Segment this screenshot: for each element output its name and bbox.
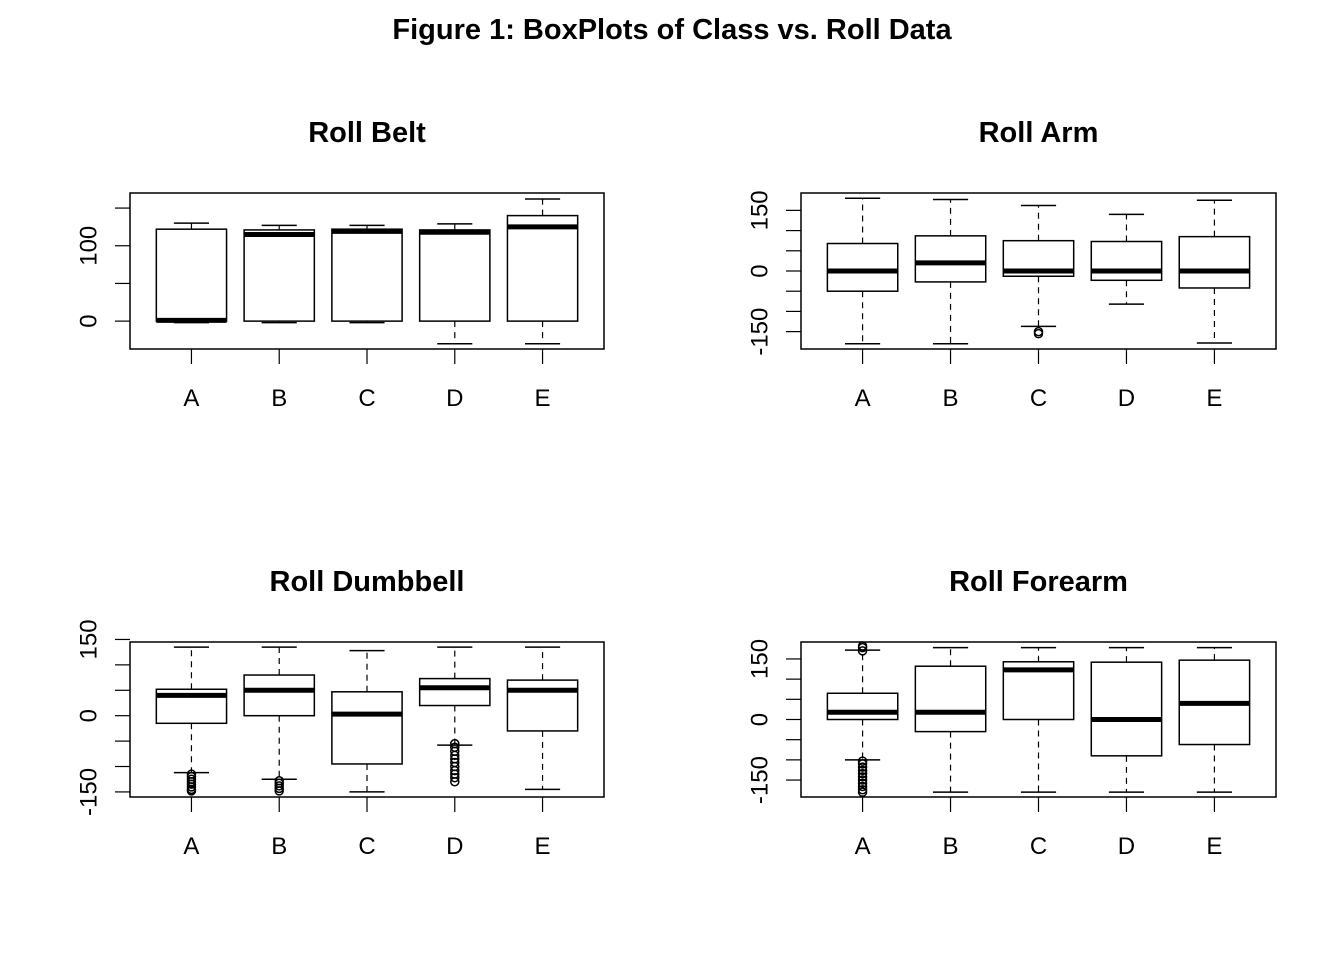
outlier-point xyxy=(186,786,197,796)
outlier-point xyxy=(857,781,868,792)
x-tick-label: B xyxy=(943,385,959,412)
x-tick-label: A xyxy=(183,833,199,860)
box xyxy=(418,677,491,707)
box xyxy=(826,692,899,721)
boxplot-panel: Roll Dumbbell -150 0 150 A B C D E xyxy=(75,566,605,860)
outlier-point xyxy=(1033,328,1044,339)
x-tick-label: C xyxy=(1030,833,1047,860)
x-tick-label: E xyxy=(1206,385,1222,412)
panel-title: Roll Belt xyxy=(308,117,426,149)
y-tick-label: 100 xyxy=(75,226,102,266)
x-tick-label: C xyxy=(1030,385,1047,412)
outlier-point xyxy=(857,787,868,797)
x-tick-label: D xyxy=(1118,385,1135,412)
panel-title: Roll Arm xyxy=(979,117,1099,149)
y-tick-label: 150 xyxy=(746,190,773,230)
x-tick-label: C xyxy=(358,385,375,412)
x-tick-label: B xyxy=(271,385,287,412)
box xyxy=(331,691,403,765)
y-tick-label: 150 xyxy=(746,639,773,679)
x-tick-label: D xyxy=(446,833,463,860)
figure-title: Figure 1: BoxPlots of Class vs. Roll Dat… xyxy=(392,14,952,46)
outlier-point xyxy=(450,772,460,783)
box xyxy=(155,228,228,322)
outlier-point xyxy=(857,646,868,656)
outlier-point xyxy=(857,762,868,772)
outlier-point xyxy=(857,772,868,782)
box xyxy=(826,242,899,292)
box xyxy=(506,679,579,732)
outlier-point xyxy=(857,759,868,769)
y-tick-label: 0 xyxy=(75,314,102,327)
outlier-point xyxy=(857,775,868,785)
outlier-point xyxy=(857,768,868,779)
box xyxy=(914,235,987,283)
x-tick-label: C xyxy=(358,833,375,860)
x-tick-label: E xyxy=(535,833,551,860)
x-tick-label: E xyxy=(1206,833,1222,860)
outlier-point xyxy=(274,786,284,796)
x-tick-label: B xyxy=(943,833,959,860)
box xyxy=(506,214,579,322)
outlier-point xyxy=(857,778,868,789)
y-tick-label: 0 xyxy=(746,264,773,277)
panel-title: Roll Forearm xyxy=(949,566,1128,598)
panel-title: Roll Dumbbell xyxy=(270,566,465,598)
box xyxy=(914,665,987,733)
x-tick-label: B xyxy=(271,833,287,860)
boxplot-panel: Roll Arm -150 0 150 A B C D E xyxy=(746,117,1277,412)
outlier-point xyxy=(857,641,868,651)
y-tick-label: 0 xyxy=(746,713,773,726)
box xyxy=(418,229,491,322)
x-tick-label: A xyxy=(183,385,199,412)
outlier-point xyxy=(450,750,460,761)
x-tick-label: D xyxy=(446,385,463,412)
y-tick-label: 0 xyxy=(75,709,102,722)
y-tick-label: 150 xyxy=(75,619,102,659)
y-tick-label: -150 xyxy=(746,308,773,356)
boxplot-panel: Roll Forearm -150 0 150 A B C D E xyxy=(746,566,1277,860)
box xyxy=(243,674,316,717)
y-tick-label: -150 xyxy=(746,756,773,804)
box xyxy=(331,228,403,322)
x-tick-label: D xyxy=(1118,833,1135,860)
boxplot-panel: Roll Belt 0 100 A B C D E xyxy=(75,117,605,412)
outlier-point xyxy=(450,777,460,787)
box xyxy=(1090,240,1163,282)
y-tick-label: -150 xyxy=(75,768,102,816)
outlier-point xyxy=(450,765,460,776)
outlier-point xyxy=(857,765,868,776)
box xyxy=(243,229,316,322)
x-tick-label: A xyxy=(855,385,871,412)
box xyxy=(1090,661,1163,757)
x-tick-label: A xyxy=(855,833,871,860)
box xyxy=(1178,235,1251,289)
x-tick-label: E xyxy=(535,385,551,412)
outlier-point xyxy=(857,756,868,766)
